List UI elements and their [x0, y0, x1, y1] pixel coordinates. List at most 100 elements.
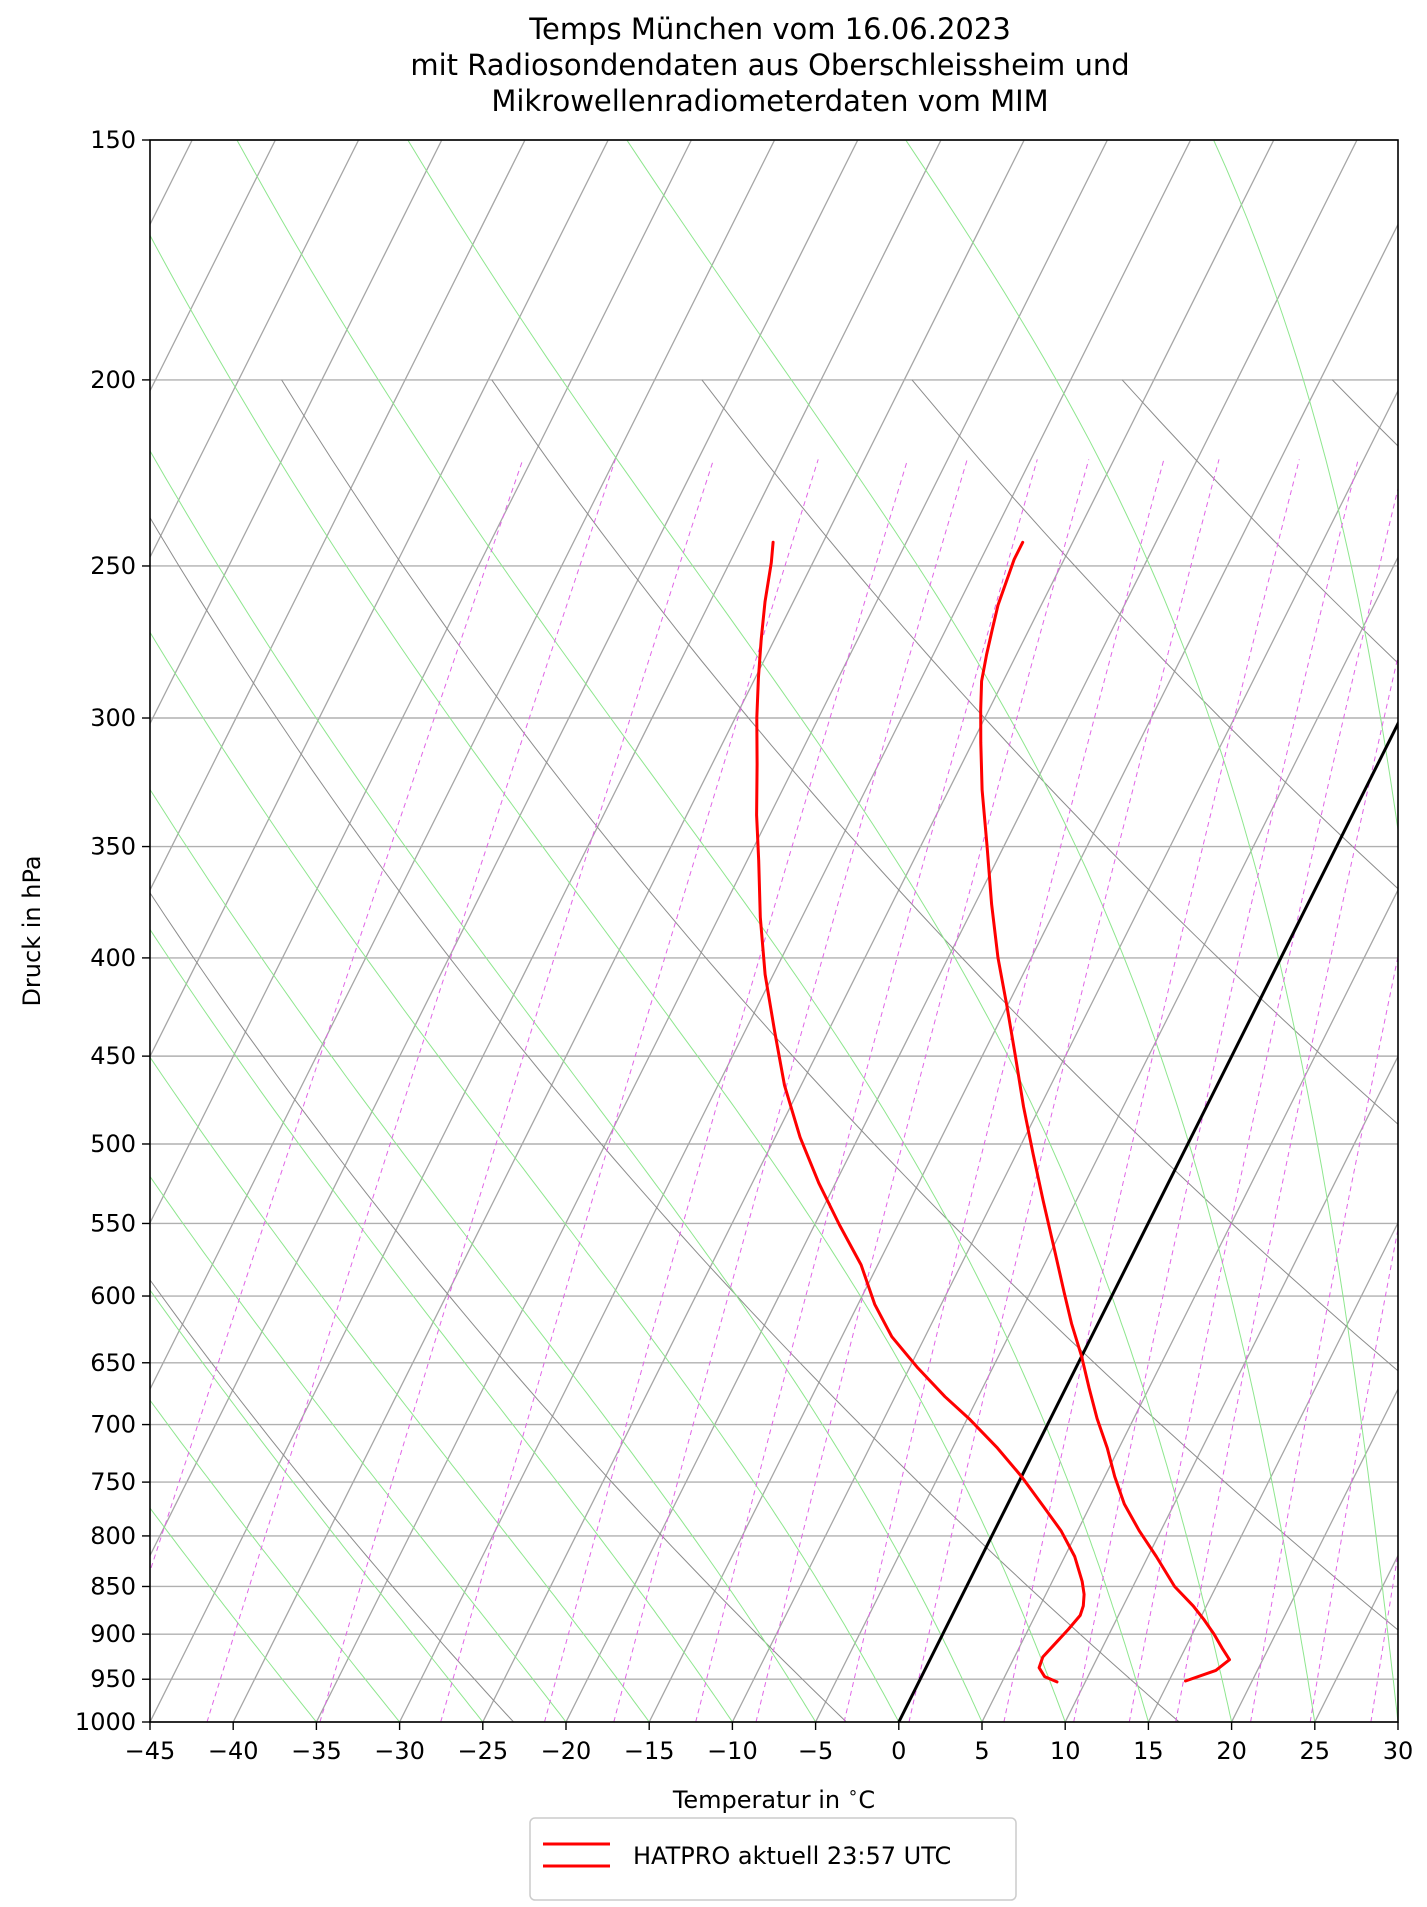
x-tick-label: −10 [707, 1737, 758, 1765]
chart-title-line-3: Mikrowellenradiometerdaten vom MIM [491, 84, 1049, 118]
moist-adiabat-line [150, 449, 983, 1722]
y-axis-label: Druck in hPa [18, 855, 46, 1006]
hatpro-profile-line [979, 540, 1231, 1683]
x-tick-label: 20 [1216, 1737, 1247, 1765]
y-tick-label: 800 [90, 1522, 136, 1550]
mixing-ratio-line [1370, 1551, 1398, 1722]
pressure-gridlines [150, 139, 1398, 1723]
mixing-ratio-line [908, 459, 1220, 1722]
x-axis-ticks: −45 −40 −35 −30 −25 −20 −15 −10 −5 0 5 10 15 20 25 30 [125, 1722, 1414, 1765]
y-tick-label: 600 [90, 1282, 136, 1310]
mixing-ratio-line [544, 459, 909, 1722]
moist-adiabat-line [150, 788, 817, 1722]
x-tick-label: −20 [541, 1737, 592, 1765]
mixing-ratio-line [319, 459, 715, 1722]
moist-adiabat-line [905, 140, 1398, 1722]
x-tick-label: 15 [1133, 1737, 1164, 1765]
chart-title-line-1: Temps München vom 16.06.2023 [529, 12, 1011, 46]
x-tick-label: −15 [624, 1737, 675, 1765]
legend-box [529, 1817, 1017, 1901]
y-tick-label: 350 [90, 833, 136, 861]
x-tick-label: −40 [208, 1737, 259, 1765]
moist-adiabat-line [150, 1399, 400, 1722]
moist-adiabat-line [150, 928, 733, 1722]
x-tick-label: 30 [1383, 1737, 1414, 1765]
mixing-ratio-line [755, 459, 1090, 1722]
isotherm-line [150, 140, 526, 892]
y-axis-ticks: 1000 950 900 850 800 750 700 650 600 550 500 450 400… [75, 126, 150, 1736]
moist-adiabat-line [150, 631, 900, 1722]
legend-label: HATPRO aktuell 23:57 UTC [633, 1842, 951, 1870]
isotherm-line [150, 140, 776, 1391]
x-tick-label: −5 [798, 1737, 833, 1765]
x-tick-label: −30 [374, 1737, 425, 1765]
x-tick-label: −25 [457, 1737, 508, 1765]
mixing-ratio-line [843, 459, 1165, 1722]
moist-adiabat-line [150, 1175, 567, 1722]
moist-adiabat-line [407, 140, 1233, 1722]
isotherm-line [150, 140, 942, 1722]
dry-adiabat-line [1331, 379, 1398, 447]
isotherm-line [1147, 1221, 1398, 1722]
moist-adiabat-line [1213, 140, 1398, 834]
isotherm-line [482, 140, 1275, 1722]
moist-adiabat-line [150, 1507, 317, 1722]
dry-adiabat-line [150, 1279, 514, 1722]
isotherm-line [1064, 1054, 1398, 1722]
zero-isotherm-line [897, 720, 1398, 1722]
isotherm-line [232, 140, 1025, 1722]
mixing-ratio-line [1250, 954, 1398, 1722]
moist-adiabat-line [626, 140, 1316, 1722]
background-lines [150, 140, 1427, 1722]
y-tick-label: 550 [90, 1209, 136, 1237]
moist-adiabat-line [150, 1056, 650, 1722]
dry-adiabat-line [911, 379, 1398, 890]
y-tick-label: 400 [90, 944, 136, 972]
mixing-ratio-line [1128, 486, 1398, 1722]
isotherm-line [648, 222, 1398, 1722]
x-tick-label: 5 [974, 1737, 989, 1765]
dry-adiabat-line [491, 379, 1398, 1372]
isotherm-line [565, 140, 1358, 1722]
isotherm-line [1397, 1720, 1398, 1722]
isotherm-line [815, 555, 1398, 1722]
isotherm-line [150, 140, 360, 559]
mixing-ratio-line [440, 459, 819, 1722]
y-tick-label: 750 [90, 1468, 136, 1496]
plot-frame [149, 139, 1399, 1723]
mixing-ratio-line [695, 459, 1038, 1722]
isotherm-line [898, 722, 1398, 1722]
isotherm-line [981, 888, 1398, 1722]
legend: HATPRO aktuell 23:57 UTC [529, 1817, 1017, 1901]
y-tick-label: 700 [90, 1411, 136, 1439]
isotherm-line [1231, 1387, 1398, 1722]
moist-adiabat-line [150, 1289, 484, 1722]
y-tick-label: 300 [90, 704, 136, 732]
profile-lines [755, 540, 1398, 1722]
y-tick-label: 650 [90, 1349, 136, 1377]
isotherm-line [150, 140, 859, 1558]
y-tick-label: 450 [90, 1042, 136, 1070]
x-axis-label: Temperatur in ∘C [672, 1783, 875, 1814]
y-tick-label: 950 [90, 1665, 136, 1693]
mixing-ratio-line [1073, 459, 1359, 1722]
mixing-ratio-line [613, 459, 968, 1722]
moist-adiabat-line [236, 140, 1149, 1722]
mixing-ratio-line [1003, 459, 1300, 1722]
hatpro-profile-line [755, 540, 1086, 1684]
x-tick-label: 0 [891, 1737, 906, 1765]
y-tick-label: 250 [90, 552, 136, 580]
isotherm-line [731, 389, 1398, 1722]
x-tick-label: −35 [291, 1737, 342, 1765]
isotherm-line [399, 140, 1192, 1722]
mixing-ratio-line [1421, 459, 1427, 1722]
mixing-ratio-line [206, 459, 616, 1722]
y-tick-label: 150 [90, 126, 136, 154]
y-tick-label: 200 [90, 366, 136, 394]
x-tick-label: 25 [1300, 1737, 1331, 1765]
y-tick-label: 900 [90, 1620, 136, 1648]
dry-adiabat-line [281, 379, 1398, 1631]
moist-adiabat-line [150, 234, 1066, 1722]
